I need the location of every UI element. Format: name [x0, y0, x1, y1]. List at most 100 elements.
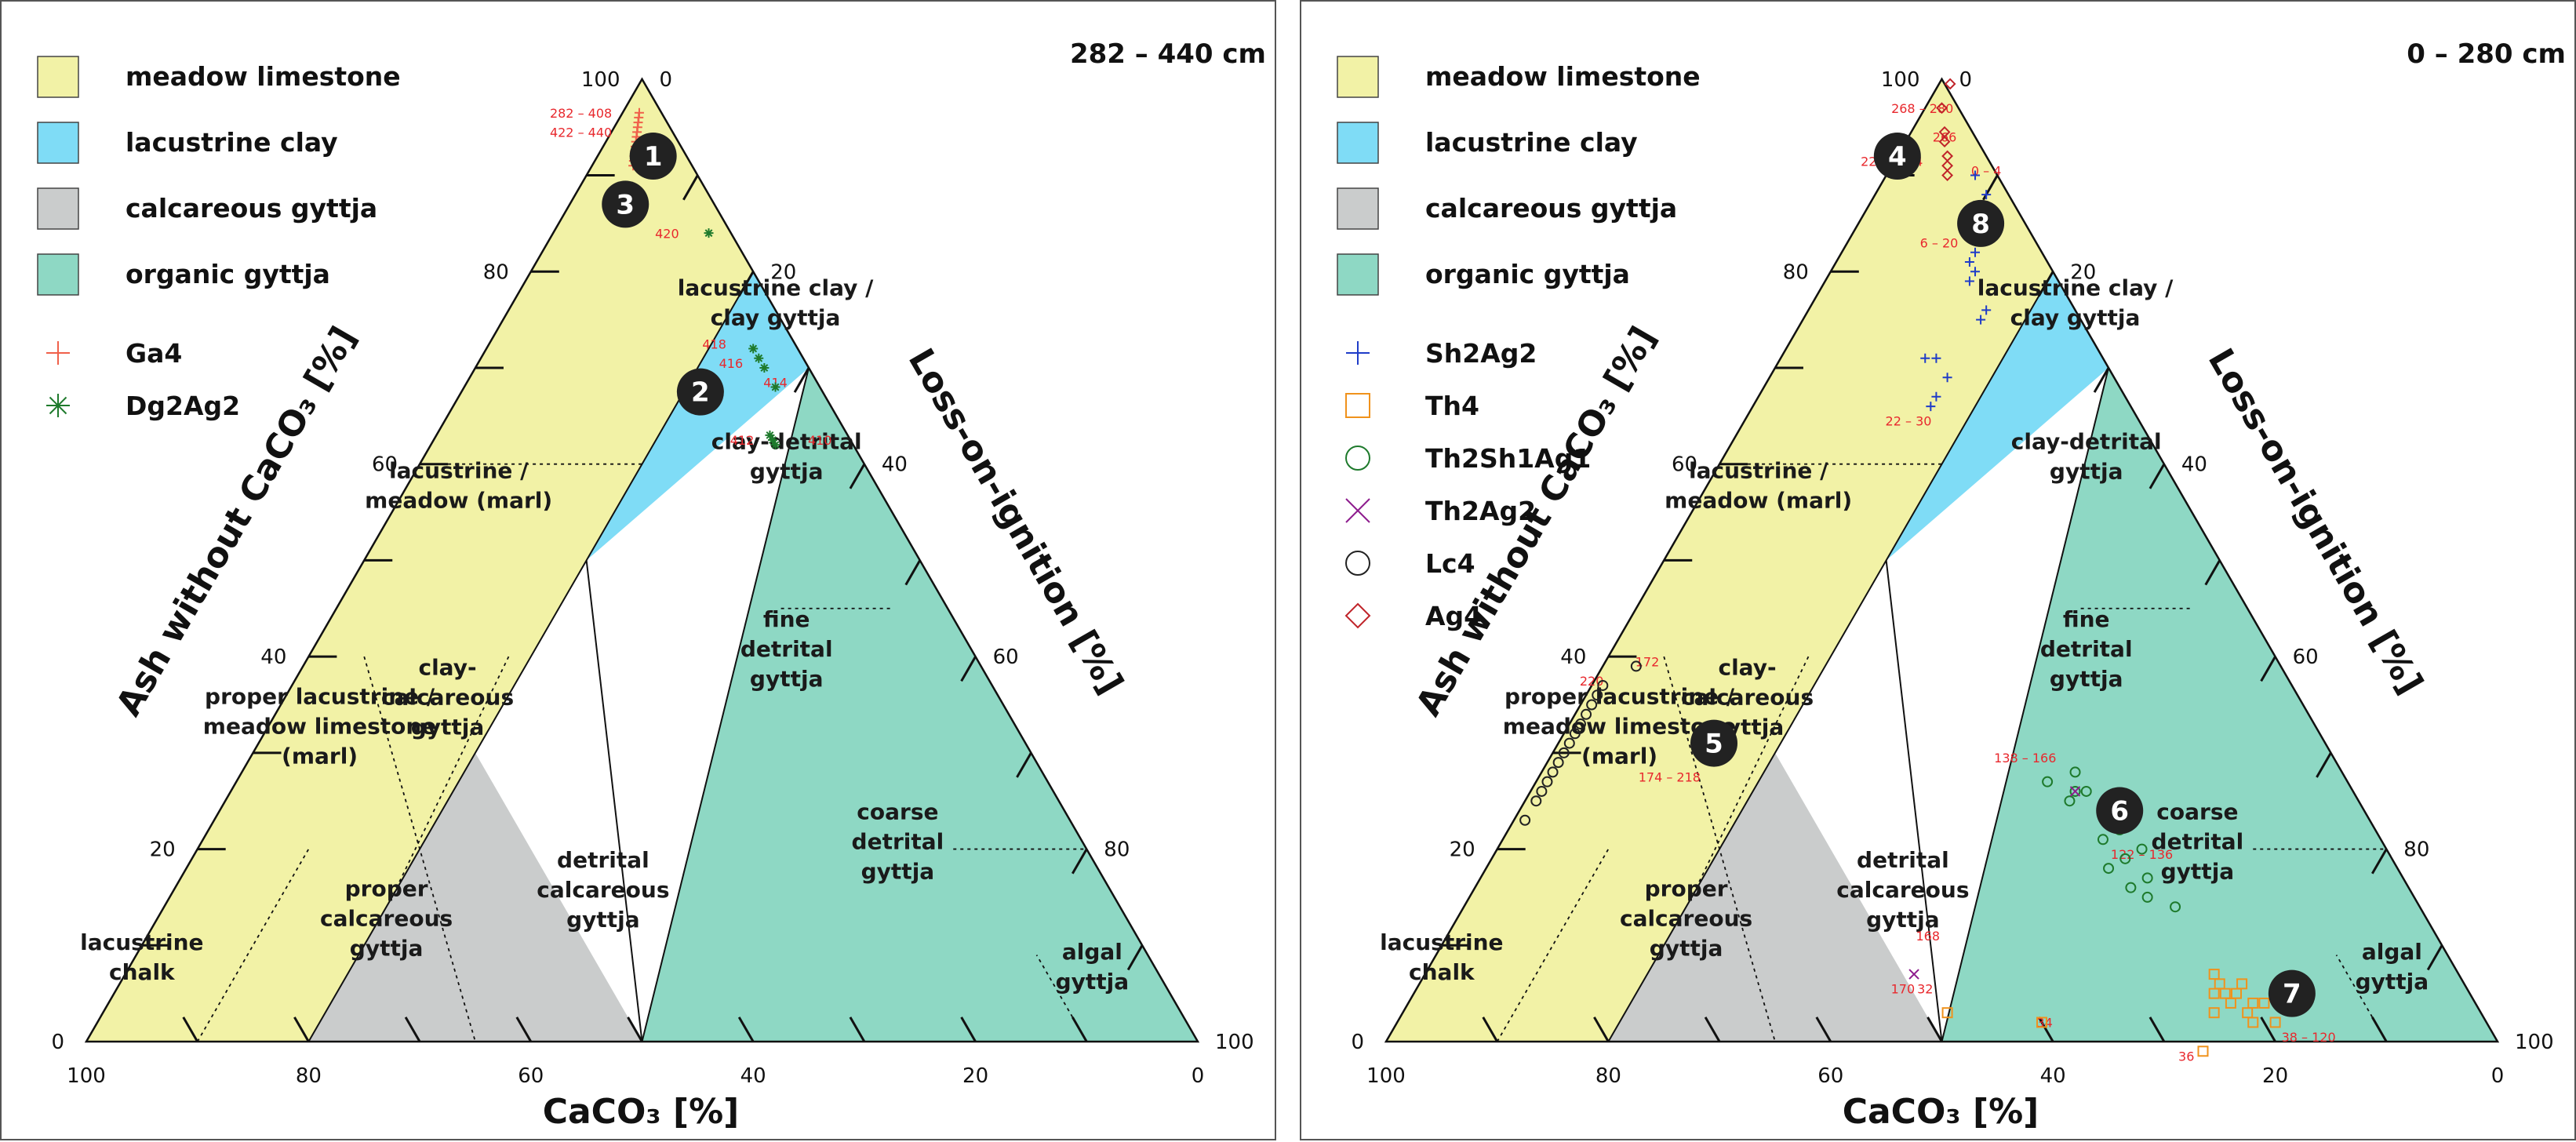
- right-tick-label: 80: [2403, 838, 2429, 862]
- legend-sample-label: Th4: [1425, 391, 1479, 421]
- bottom-tick-label: 100: [67, 1064, 106, 1088]
- bottom-tick: [2148, 1017, 2166, 1042]
- point-sh2ag2: [1942, 373, 1952, 383]
- right-tick: [2371, 848, 2388, 875]
- bottom-tick-label: 80: [1595, 1064, 1621, 1088]
- depth-annotation: 422 – 440: [550, 125, 612, 140]
- zone-label-fine-detrital: fine detrital gyttja: [740, 606, 833, 692]
- left-tick-label: 100: [1881, 68, 1920, 92]
- point-dg2ag2: [770, 382, 780, 392]
- point-th4: [1941, 1007, 1953, 1019]
- bottom-tick-label: 60: [1817, 1064, 1843, 1088]
- zone-label-lacustrine-chalk: lacustrine chalk: [80, 929, 203, 985]
- zone-label-fine-detrital: fine detrital gyttja: [2040, 606, 2133, 692]
- zone-calcareous-gyttja: [308, 752, 642, 1042]
- bottom-tick: [1072, 1017, 1088, 1042]
- point-sh2ag2: [1964, 276, 1974, 286]
- point-th4: [2208, 1007, 2220, 1019]
- point-th4: [2269, 1017, 2281, 1028]
- legend-symbol-ga4: [46, 341, 70, 365]
- group-marker-circle: [1957, 199, 2005, 247]
- bottom-tick: [2260, 1017, 2276, 1042]
- legend-swatch: [37, 187, 79, 230]
- point-dg2ag2: [704, 228, 714, 238]
- bottom-tick: [1593, 1017, 1610, 1042]
- point-dg2ag2: [767, 435, 777, 446]
- bottom-tick: [1815, 1017, 1832, 1042]
- point-lc4: [1586, 699, 1598, 711]
- point-sh2ag2: [1920, 353, 1930, 363]
- zone-label-lacustrine-clay: lacustrine clay / clay gyttja: [678, 275, 874, 330]
- point-lc4: [1552, 757, 1564, 769]
- bottom-tick: [2037, 1017, 2054, 1042]
- depth-range-label: 282 – 440 cm: [1070, 38, 1266, 70]
- right-tick-label: 20: [770, 260, 796, 284]
- group-marker-circle: [602, 180, 649, 228]
- group-marker-circle: [629, 133, 677, 180]
- point-th4: [2225, 997, 2236, 1009]
- point-lc4: [1558, 747, 1570, 758]
- legend-facies-label: calcareous gyttja: [1425, 193, 1677, 224]
- right-tick: [2260, 656, 2276, 682]
- point-th4: [2208, 987, 2220, 999]
- bottom-tick-label: 80: [296, 1064, 322, 1088]
- point-th2sh1ag1: [2170, 901, 2181, 913]
- legend: meadow limestone lacustrine clay calcareou…: [1337, 56, 1701, 631]
- point-th2sh1ag1: [2119, 853, 2131, 864]
- right-tick-label: 100: [2515, 1031, 2554, 1054]
- group-markers: 13 2: [602, 133, 724, 416]
- legend-sample-label: Ga4: [126, 338, 182, 369]
- point-th4: [2036, 1017, 2048, 1028]
- right-tick: [737, 271, 755, 297]
- legend-symbol-lc4: [1345, 551, 1370, 576]
- facies-zones: [84, 77, 1200, 1043]
- right-tick: [2426, 944, 2443, 971]
- bottom-tick-label: 60: [518, 1064, 544, 1088]
- point-th2sh1ag1: [2103, 863, 2115, 875]
- right-tick: [1126, 944, 1144, 971]
- point-th2ag2: [2069, 786, 2081, 797]
- right-tick-label: 60: [993, 646, 1019, 669]
- zone-label-coarse-detrital: coarse detrital gyttja: [2152, 799, 2244, 885]
- left-tick-label: 0: [51, 1031, 64, 1054]
- point-dg2ag2: [748, 344, 759, 354]
- legend-swatch: [1337, 253, 1379, 296]
- legend-facies-label: lacustrine clay: [126, 127, 338, 158]
- point-dg2ag2: [770, 440, 780, 450]
- legend: meadow limestone lacustrine clay calcareou…: [37, 56, 401, 421]
- zone-label-proper-calcareous: proper calcareous gyttja: [320, 876, 453, 962]
- point-th4: [2231, 987, 2243, 999]
- point-sh2ag2: [1931, 391, 1941, 402]
- point-sh2ag2: [1981, 190, 1992, 200]
- point-th2sh1ag1: [2141, 872, 2153, 884]
- bottom-tick: [849, 1017, 866, 1042]
- right-tick: [960, 656, 977, 682]
- left-tick-label: 60: [1672, 453, 1697, 477]
- point-ag4: [1936, 102, 1948, 115]
- point-lc4: [1530, 795, 1542, 807]
- point-sh2ag2: [1970, 267, 1981, 277]
- boundary-caco3-90: [1496, 849, 1610, 1042]
- legend-facies-label: meadow limestone: [126, 61, 401, 92]
- right-tick-label: 20: [2070, 260, 2096, 284]
- point-dg2ag2: [765, 430, 775, 440]
- legend-symbol-th2sh1ag1: [1345, 446, 1370, 471]
- zone-meadow-limestone: [86, 78, 754, 1042]
- right-tick: [682, 174, 699, 201]
- zone-organic-gyttja: [1941, 367, 2498, 1042]
- group-marker-circle: [2096, 787, 2144, 835]
- zone-calcareous-gyttja: [1608, 752, 1942, 1042]
- legend-facies-label: calcareous gyttja: [126, 193, 377, 224]
- point-sh2ag2: [1926, 402, 1936, 412]
- bottom-tick: [627, 1017, 643, 1042]
- right-tick: [2316, 752, 2332, 778]
- right-ternary-panel: 0 0 100 20 20 80 40 40 60 60 60 40 80 80 20 100 100 0 lac…: [1300, 0, 2576, 1140]
- left-ternary-panel: 0 0 100 20 20 80 40 40 60 60 60 40 80 80 20 100 100 0 lac…: [0, 0, 1276, 1140]
- point-lc4: [1547, 766, 1559, 778]
- point-lc4: [1541, 776, 1553, 787]
- point-th4: [2197, 1046, 2209, 1057]
- point-sh2ag2: [1970, 247, 1981, 257]
- depth-annotation: 170: [1891, 982, 1916, 997]
